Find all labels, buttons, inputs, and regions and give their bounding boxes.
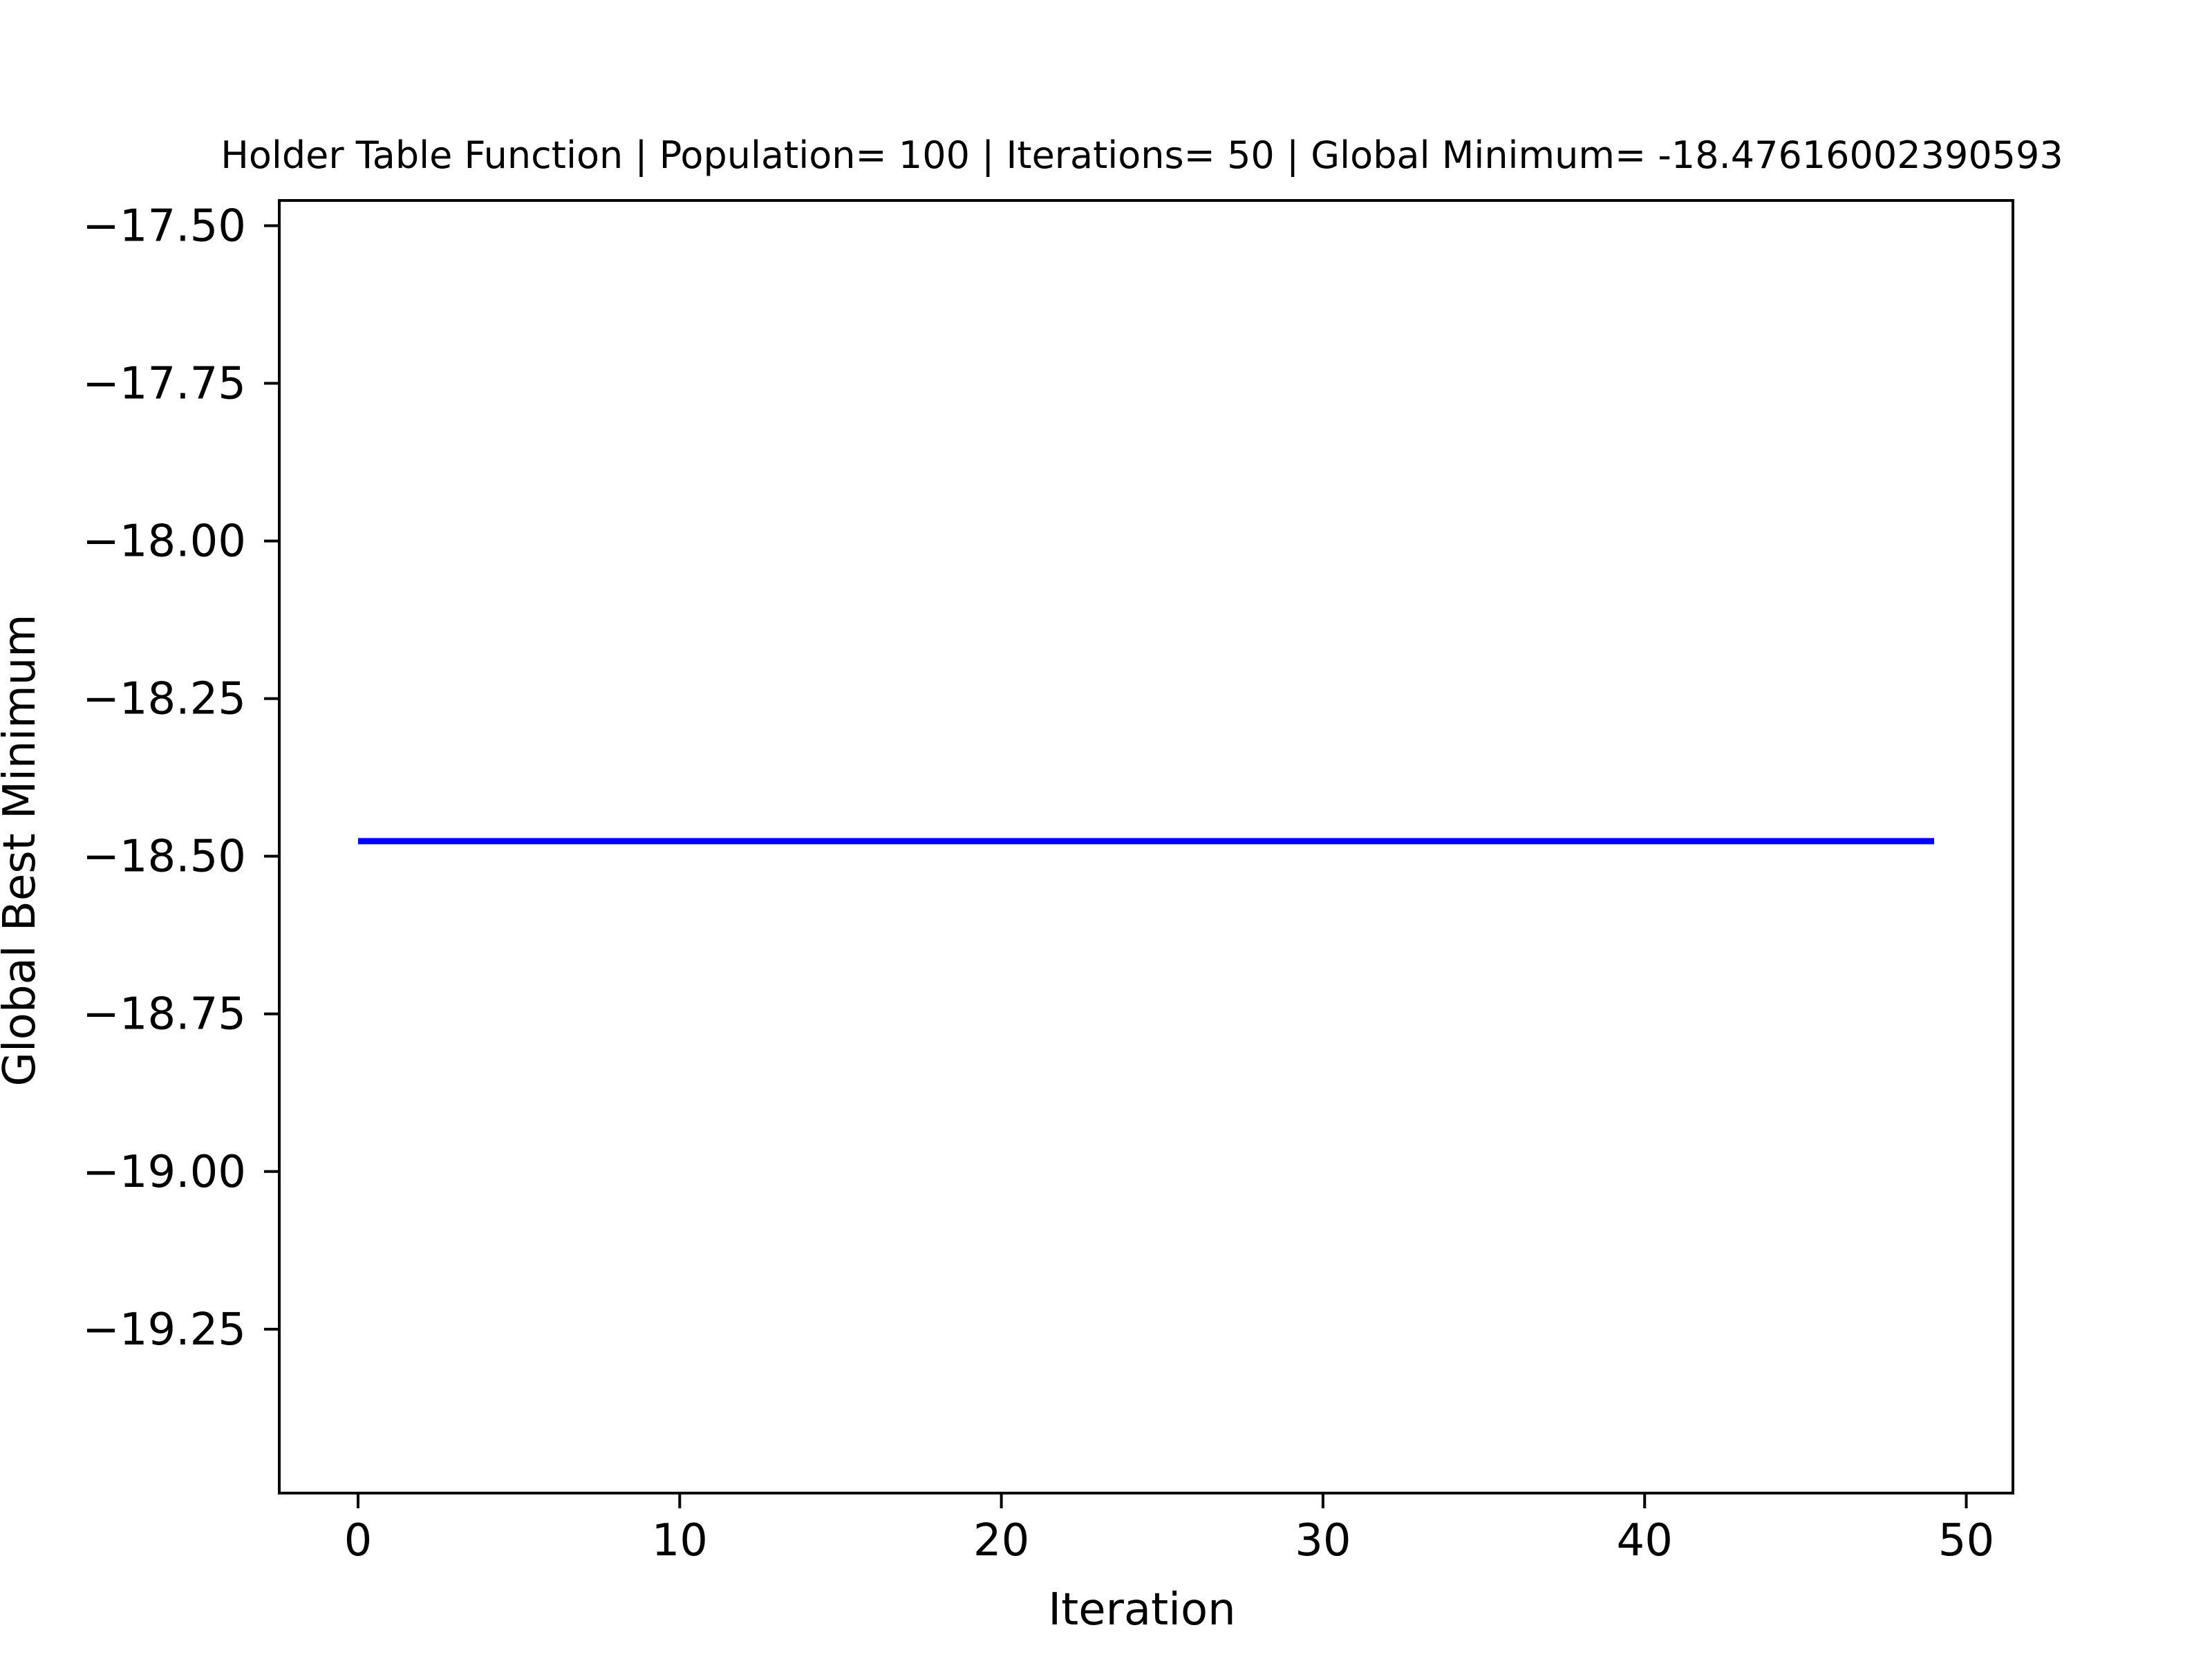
y-tick-label: −19.00 [82, 1147, 246, 1198]
x-axis-label: Iteration [1048, 1584, 1235, 1635]
chart-title: Holder Table Function | Population= 100 … [221, 133, 2063, 177]
y-tick-label: −18.25 [82, 674, 246, 725]
y-tick-label: −18.75 [82, 989, 246, 1040]
y-tick-label: −17.50 [82, 200, 246, 252]
y-axis-label: Global Best Minimum [0, 614, 46, 1086]
y-axis: −17.50 −17.75 −18.00 −18.25 −18.50 −18.75 −19.… [82, 200, 279, 1356]
y-tick-label: −17.75 [82, 359, 246, 410]
x-tick-label: 40 [1617, 1515, 1673, 1566]
x-tick-label: 10 [652, 1515, 708, 1566]
y-tick-label: −19.25 [82, 1304, 246, 1356]
plot-area [278, 199, 2014, 1494]
y-tick-label: −18.00 [82, 516, 246, 568]
plot-frame [278, 199, 2014, 1494]
y-tick-label: −18.50 [82, 832, 246, 883]
x-tick-label: 50 [1938, 1515, 1994, 1566]
x-tick-label: 30 [1295, 1515, 1351, 1566]
x-tick-label: 20 [973, 1515, 1029, 1566]
x-tick-label: 0 [344, 1515, 373, 1566]
x-axis: 0 10 20 30 40 50 [344, 1493, 1994, 1566]
